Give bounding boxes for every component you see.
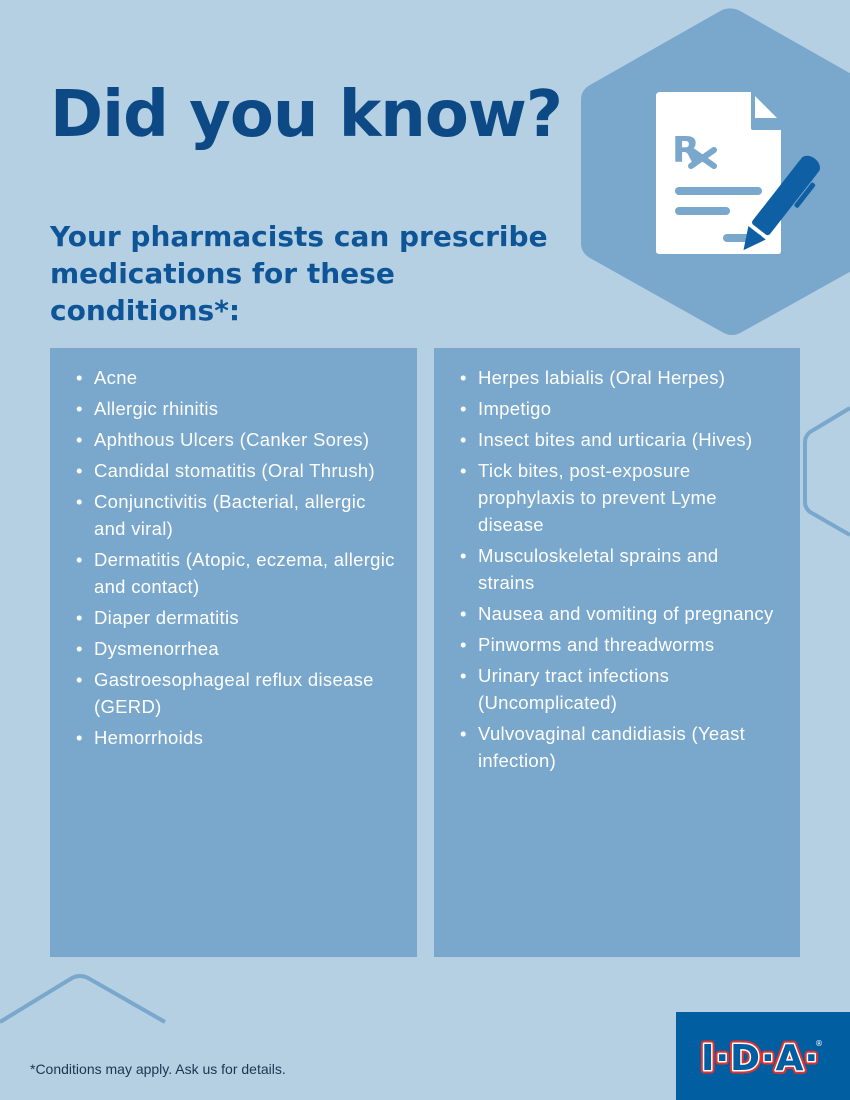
list-item: Pinworms and threadworms: [460, 631, 780, 658]
list-item: Dysmenorrhea: [76, 635, 397, 662]
footnote: *Conditions may apply. Ask us for detail…: [30, 1061, 286, 1077]
svg-text:I·D·A·: I·D·A·: [701, 1038, 819, 1078]
list-item: Gastroesophageal reflux disease (GERD): [76, 666, 397, 720]
conditions-list-left: Acne Allergic rhinitis Aphthous Ulcers (…: [50, 348, 417, 957]
list-item: Allergic rhinitis: [76, 395, 397, 422]
list-item: Herpes labialis (Oral Herpes): [460, 364, 780, 391]
list-item: Hemorrhoids: [76, 724, 397, 751]
brand-logo-box: [676, 1012, 850, 1100]
list-item: Impetigo: [460, 395, 780, 422]
list-item: Acne: [76, 364, 397, 391]
list-item: Diaper dermatitis: [76, 604, 397, 631]
list-item: Conjunctivitis (Bacterial, allergic and …: [76, 488, 397, 542]
prescription-document-pen-icon: R: [656, 92, 820, 254]
list-item: Dermatitis (Atopic, eczema, allergic and…: [76, 546, 397, 600]
page-title: Did you know?: [50, 78, 563, 152]
list-item: Vulvovaginal candidiasis (Yeast infectio…: [460, 720, 780, 774]
svg-text:I·D·A·: I·D·A·: [701, 1038, 819, 1078]
hexagon-outline-right: [803, 406, 850, 537]
ida-logo: I·D·A· I·D·A· I·D·A· ®: [698, 1035, 824, 1079]
list-item: Candidal stomatitis (Oral Thrush): [76, 457, 397, 484]
list-item: Tick bites, post-exposure prophylaxis to…: [460, 457, 780, 538]
page-subtitle: Your pharmacists can prescribe medicatio…: [50, 220, 548, 327]
conditions-list-right: Herpes labialis (Oral Herpes) Impetigo I…: [434, 348, 800, 957]
list-item: Aphthous Ulcers (Canker Sores): [76, 426, 397, 453]
list-item: Insect bites and urticaria (Hives): [460, 426, 780, 453]
hexagon-outline-bottom-left: [0, 974, 166, 1024]
list-item: Musculoskeletal sprains and strains: [460, 542, 780, 596]
svg-text:I·D·A·: I·D·A·: [701, 1038, 819, 1078]
list-item: Urinary tract infections (Uncomplicated): [460, 662, 780, 716]
list-item: Nausea and vomiting of pregnancy: [460, 600, 780, 627]
svg-text:®: ®: [815, 1039, 823, 1048]
